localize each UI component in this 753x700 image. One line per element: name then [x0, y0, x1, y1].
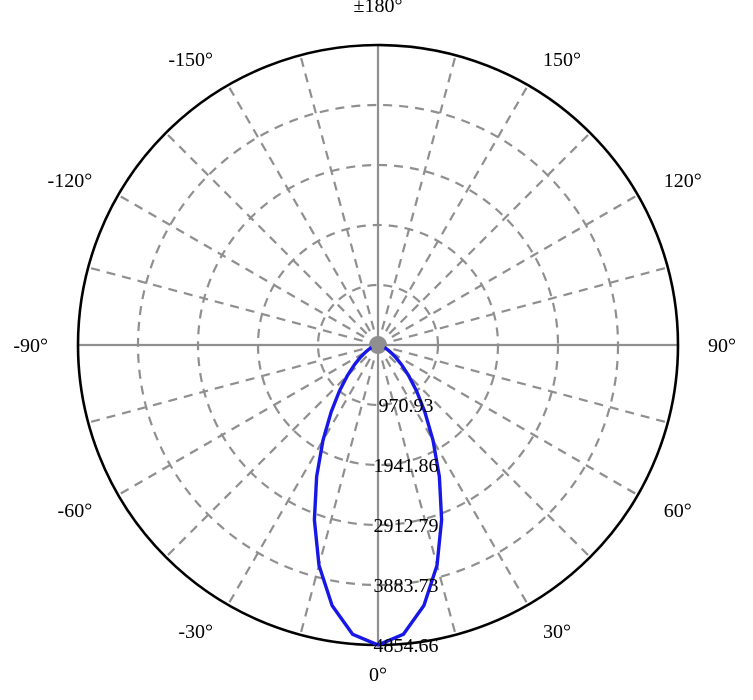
angle-label: -30°	[178, 621, 213, 643]
radial-label: 3883.73	[374, 575, 439, 597]
angle-label: 30°	[543, 621, 571, 643]
angle-label: 0°	[369, 664, 387, 686]
center-dot	[371, 338, 385, 352]
angle-label: 90°	[708, 335, 736, 357]
angle-label: 150°	[543, 49, 581, 71]
angle-label: 120°	[664, 170, 702, 192]
radial-label: 1941.86	[374, 455, 439, 477]
angle-label: ±180°	[354, 0, 403, 17]
radial-label: 2912.79	[374, 515, 439, 537]
angle-label: -150°	[168, 49, 213, 71]
angle-label: -120°	[48, 170, 93, 192]
radial-label: 970.93	[379, 395, 434, 417]
angle-label: 60°	[664, 500, 692, 522]
polar-chart: 0° 30° 60° 90° 120° 150° ±180° -150° -120° -90° -6…	[0, 0, 753, 700]
radial-label: 4854.66	[374, 635, 439, 657]
center-marker	[371, 338, 385, 352]
angle-label: -60°	[58, 500, 93, 522]
angle-label: -90°	[13, 335, 48, 357]
